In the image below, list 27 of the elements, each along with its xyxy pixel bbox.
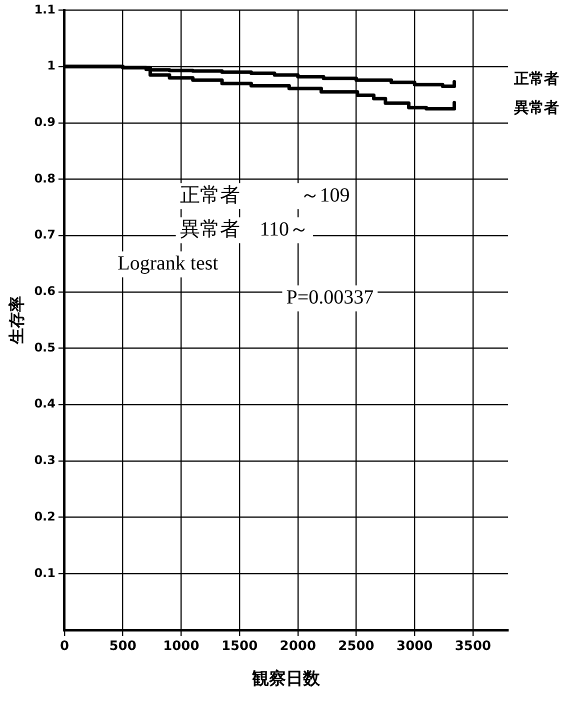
- y-tick-label: 0.8: [34, 171, 56, 186]
- x-tick-label: 0: [60, 639, 69, 654]
- annotation: Logrank test: [118, 252, 219, 275]
- y-tick-label: 0.5: [34, 340, 56, 354]
- y-tick-label: 0.7: [34, 228, 56, 242]
- x-axis-title: 観察日数: [251, 669, 322, 690]
- x-tick-label: 3500: [454, 639, 492, 654]
- y-tick-label: 0.3: [34, 453, 56, 468]
- y-tick-label: 1: [47, 58, 56, 73]
- annotation: 異常者 110～: [180, 218, 310, 240]
- x-tick-label: 1000: [163, 639, 200, 654]
- annotation: P=0.00337: [286, 286, 374, 309]
- x-tick-label: 2000: [280, 639, 316, 654]
- x-tick-label: 500: [109, 639, 136, 654]
- y-tick-label: 1.1: [34, 2, 56, 16]
- y-tick-label: 0.1: [34, 566, 56, 580]
- text: 異常者: [513, 98, 559, 116]
- text: 正常者: [513, 70, 559, 88]
- x-tick-label: 3000: [396, 639, 433, 654]
- y-tick-label: 0.9: [34, 115, 56, 130]
- y-tick-label: 0.2: [34, 509, 56, 524]
- annotation: 正常者 ～109: [180, 184, 350, 206]
- y-tick-label: 0.4: [34, 396, 56, 411]
- x-tick-label: 1500: [221, 639, 258, 654]
- y-axis-title: 生存率: [6, 296, 26, 346]
- y-tick-label: 0.6: [34, 284, 56, 298]
- x-tick-label: 2500: [338, 639, 374, 654]
